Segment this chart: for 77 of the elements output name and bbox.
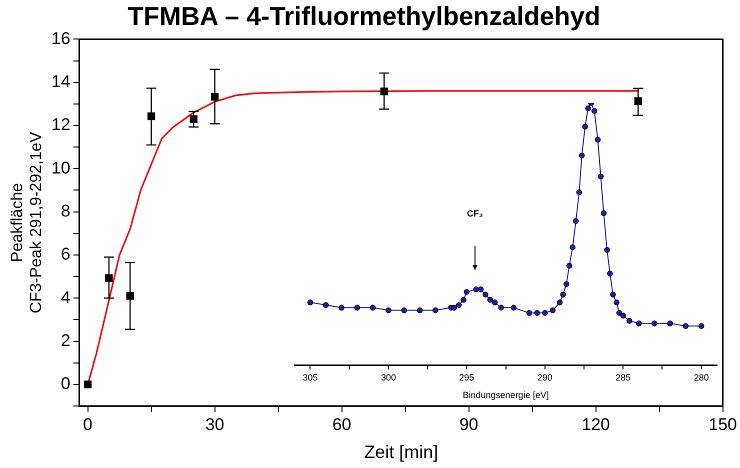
y-axis-title: Peakfläche CF3-Peak 291,9-292,1eV: [9, 132, 46, 314]
x-tick-label: 305: [302, 372, 318, 382]
point: [572, 218, 579, 224]
point: [585, 105, 591, 112]
x-tick-label: 285: [616, 372, 631, 382]
point: [487, 296, 494, 303]
x-tick-label: 90: [459, 414, 478, 434]
annotation: CF₃: [466, 208, 484, 218]
point: [578, 152, 585, 158]
x-axis-title: Bindungsenergie [eV]: [462, 390, 549, 400]
point: [604, 247, 610, 253]
x-tick-label: 30: [205, 414, 224, 434]
y-tick-label: 2: [60, 330, 70, 350]
point: [386, 307, 392, 314]
point: [682, 323, 689, 329]
x-tick-label: 300: [380, 372, 396, 382]
point: [464, 289, 470, 295]
y-tick-label: 8: [60, 202, 70, 220]
point: [401, 307, 408, 314]
point: [338, 304, 344, 311]
point: [478, 286, 484, 292]
y-tick-label: 16: [51, 28, 70, 48]
point: [84, 380, 92, 388]
point: [556, 300, 563, 306]
x-tick-label: 280: [694, 372, 709, 382]
y-tick-label: 14: [51, 72, 70, 92]
point: [563, 281, 570, 287]
point: [582, 124, 588, 130]
x-tick-label: 290: [537, 372, 552, 382]
point: [534, 310, 540, 316]
point: [636, 320, 642, 326]
point: [456, 302, 462, 308]
point: [492, 300, 498, 306]
y-tick-label: 10: [51, 158, 70, 178]
point: [307, 300, 314, 306]
point: [667, 320, 673, 326]
point: [432, 307, 438, 314]
point: [416, 307, 423, 314]
point: [594, 136, 601, 143]
point: [652, 320, 658, 326]
point: [498, 304, 504, 311]
point: [370, 304, 376, 311]
point: [598, 174, 604, 180]
y-tick-label: 4: [60, 288, 70, 307]
x-axis-title: Zeit [min]: [364, 442, 438, 462]
point: [600, 210, 607, 216]
point: [542, 310, 548, 316]
y-tick-label: 6: [60, 244, 70, 264]
chart-title: TFMBA – 4-Trifluormethylbenzaldehyd: [128, 0, 600, 31]
point: [354, 304, 360, 311]
point: [105, 274, 113, 282]
x-tick-label: 295: [459, 372, 474, 382]
point: [620, 312, 626, 318]
point: [322, 302, 329, 308]
x-tick-label: 0: [83, 414, 93, 434]
point: [560, 292, 566, 298]
point: [482, 292, 488, 298]
x-tick-label: 60: [332, 414, 352, 434]
point: [698, 323, 704, 329]
point: [576, 189, 582, 196]
point: [526, 310, 532, 316]
point: [614, 300, 620, 306]
x-tick-label: 150: [708, 414, 738, 434]
y-tick-label: 12: [51, 115, 70, 134]
point: [626, 318, 632, 324]
point: [610, 292, 616, 298]
point: [616, 310, 622, 316]
x-tick-label: 120: [582, 414, 610, 434]
point: [566, 262, 572, 269]
point: [460, 296, 466, 303]
point: [473, 286, 479, 292]
point: [570, 244, 576, 250]
point: [510, 304, 517, 311]
point: [591, 108, 598, 114]
point: [607, 270, 613, 276]
point: [451, 304, 458, 311]
point: [550, 307, 556, 314]
